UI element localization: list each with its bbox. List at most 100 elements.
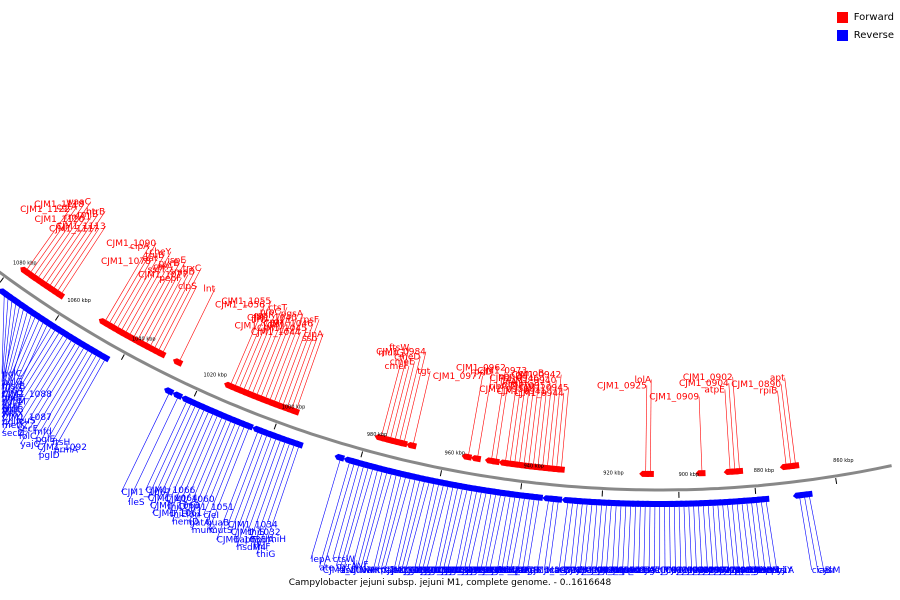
- gene-leader-line: [203, 422, 241, 516]
- gene-leader-line: [698, 503, 703, 571]
- gene-leader-line: [236, 436, 277, 548]
- gene-label: CJM1_0907: [707, 566, 757, 576]
- gene-leader-line: [277, 327, 308, 406]
- gene-leader-line: [36, 201, 92, 280]
- gene-feature: [532, 494, 544, 501]
- gene-label: wlaX: [2, 409, 24, 419]
- tick-mark: [193, 390, 198, 397]
- gene-leader-line: [722, 502, 729, 571]
- gene-label: CJM1_1078: [101, 257, 151, 267]
- gene-label: CJM1_0963: [596, 566, 646, 576]
- gene-leader-line: [363, 471, 393, 571]
- gene-feature: [802, 490, 813, 498]
- gene-label: CJM1_0979: [490, 566, 540, 576]
- gene-leader-line: [601, 502, 607, 571]
- gene-label: secD: [2, 429, 24, 439]
- gene-leader-line: [247, 311, 282, 394]
- gene-label: CJM1_0890: [731, 380, 781, 390]
- gene-label: gatA: [189, 518, 211, 528]
- gene-leader-line: [1, 301, 17, 398]
- gene-leader-line: [376, 473, 402, 571]
- gene-label: rsmG: [510, 380, 534, 390]
- gene-leader-line: [438, 485, 459, 571]
- gene-label: CJM1_1041: [235, 322, 285, 332]
- gene-leader-line: [166, 409, 210, 507]
- gene-feature: [759, 495, 770, 503]
- gene-leader-line: [537, 498, 550, 571]
- gene-leader-line: [335, 464, 365, 567]
- gene-label: alr: [824, 566, 836, 576]
- gene-label: pgsA: [281, 310, 304, 320]
- tick-mark: [439, 470, 443, 477]
- gene-label: cmoB: [519, 369, 544, 379]
- gene-label: livK: [364, 566, 381, 576]
- gene-feature: [100, 353, 111, 363]
- gene-label: rdxA: [270, 318, 292, 328]
- gene-label: ctsW: [333, 555, 355, 565]
- gene-leader-line: [36, 350, 94, 448]
- gene-leader-line: [52, 211, 106, 291]
- gene-label: ftsW: [389, 344, 409, 354]
- gene-feature: [293, 440, 304, 449]
- gene-label: CJM1_0996: [448, 566, 498, 576]
- tick-mark: [520, 483, 523, 490]
- gene-leader-line: [1, 298, 13, 390]
- gene-label: cgtA: [57, 203, 78, 213]
- gene-label: CJM1_1087: [2, 413, 52, 423]
- gene-feature: [406, 442, 417, 450]
- gene-label: fliW: [251, 315, 268, 325]
- gene-feature: [643, 470, 654, 477]
- gene-leader-line: [755, 499, 766, 571]
- gene-leader-line: [152, 405, 201, 514]
- gene-leader-line: [726, 501, 735, 571]
- gene-label: cjaB: [523, 566, 542, 576]
- gene-leader-line: [29, 206, 78, 275]
- gene-label: CJM1_1046: [263, 320, 313, 330]
- gene-label: cinA: [304, 330, 324, 340]
- gene-label: CJM1_1016: [402, 566, 452, 576]
- figure-caption: Campylobacter jejuni subsp. jejuni M1, c…: [288, 578, 612, 588]
- tick-label: 880 kbp: [754, 468, 774, 474]
- gene-label: rrp-2: [373, 565, 395, 575]
- legend-reverse: Reverse: [836, 26, 894, 44]
- gene-label: hemD: [172, 518, 199, 528]
- gene-leader-line: [468, 490, 487, 571]
- gene-label: csrA: [153, 262, 173, 272]
- gene-label: argF: [518, 566, 538, 576]
- gene-leader-line: [282, 323, 314, 407]
- gene-leader-line: [736, 501, 745, 571]
- gene-label: pyrB: [158, 259, 179, 269]
- gene-label: pglG: [2, 378, 23, 388]
- gene-leader-line: [267, 444, 300, 539]
- gene-label: yajC: [20, 440, 40, 450]
- gene-leader-line: [153, 271, 195, 350]
- gene-label: folC: [19, 432, 36, 442]
- gene-label: CJM1_1015: [398, 566, 448, 576]
- gene-feature: [156, 349, 167, 359]
- gene-label: hipO: [506, 566, 527, 576]
- gene-label: CJM1_1017: [406, 566, 456, 576]
- gene-leader-line: [393, 477, 416, 571]
- gene-leader-line: [164, 407, 206, 499]
- gene-leader-line: [401, 479, 426, 571]
- gene-feature: [552, 496, 563, 503]
- gene-label: mutS: [209, 526, 233, 536]
- gene-leader-line: [25, 208, 71, 272]
- gene-label: rmlA1: [65, 212, 92, 222]
- gene-label: pepF: [159, 274, 181, 284]
- gene-leader-line: [724, 389, 731, 472]
- gene-leader-line: [1, 292, 5, 374]
- gene-label: thiS: [248, 528, 266, 538]
- gene-label: livM: [357, 566, 375, 576]
- gene-label: murC: [192, 526, 216, 536]
- gene-label: clpA: [130, 242, 150, 252]
- gene-label: CJM1_1040: [247, 314, 297, 324]
- gene-leader-line: [397, 478, 421, 571]
- gene-feature: [733, 467, 744, 475]
- tick-mark: [120, 354, 125, 360]
- gene-leader-line: [132, 266, 173, 339]
- reverse-swatch: [836, 29, 848, 41]
- gene-leader-line: [1, 333, 65, 434]
- tick-label: 1020 kbp: [203, 372, 227, 378]
- gene-leader-line: [112, 260, 152, 328]
